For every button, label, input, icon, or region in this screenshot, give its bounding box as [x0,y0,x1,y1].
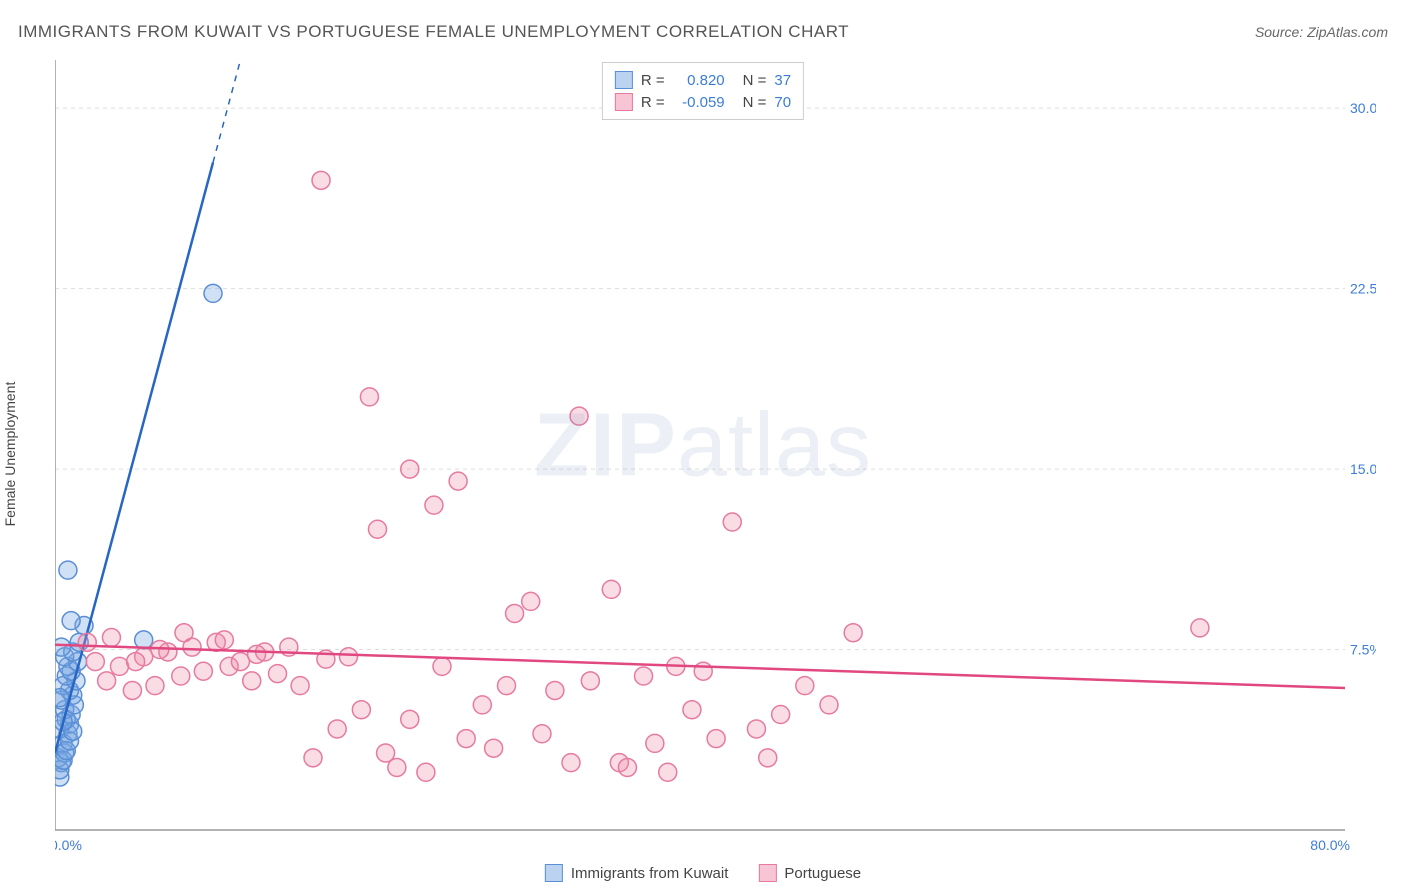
portuguese-point [86,653,104,671]
portuguese-point [646,734,664,752]
kuwait-point [59,561,77,579]
portuguese-point [360,388,378,406]
kuwait-point [62,612,80,630]
portuguese-point [231,653,249,671]
correlation-legend: R = 0.820 N = 37 R = -0.059 N = 70 [602,62,804,120]
portuguese-point [369,520,387,538]
portuguese-point [328,720,346,738]
portuguese-point [172,667,190,685]
portuguese-point [425,496,443,514]
portuguese-point [388,758,406,776]
portuguese-point [102,629,120,647]
portuguese-point [694,662,712,680]
portuguese-point [522,592,540,610]
kuwait-point [135,631,153,649]
r-label: R = [641,72,665,89]
portuguese-point [506,604,524,622]
portuguese-point [111,657,129,675]
portuguese-point [498,677,516,695]
kuwait-point [55,638,70,656]
portuguese-point [457,730,475,748]
r-label: R = [641,94,665,111]
portuguese-point [194,662,212,680]
legend-swatch [545,864,563,882]
series-legend: Immigrants from Kuwait Portuguese [545,864,861,882]
portuguese-point [796,677,814,695]
portuguese-point [747,720,765,738]
portuguese-point [304,749,322,767]
correlation-legend-row: R = -0.059 N = 70 [615,91,791,113]
chart-source: Source: ZipAtlas.com [1255,24,1388,40]
y-tick-label: 30.0% [1350,100,1376,116]
portuguese-point [635,667,653,685]
kuwait-point [55,689,69,707]
series-legend-label: Immigrants from Kuwait [571,865,729,882]
portuguese-point [533,725,551,743]
portuguese-point [659,763,677,781]
portuguese-point [844,624,862,642]
legend-swatch [615,71,633,89]
y-tick-label: 7.5% [1350,642,1376,658]
portuguese-point [215,631,233,649]
n-label: N = [743,72,767,89]
portuguese-point [269,665,287,683]
n-value: 37 [774,72,791,89]
portuguese-point [602,580,620,598]
portuguese-point [820,696,838,714]
scatter-chart: 7.5% 15.0% 22.5% 30.0% 0.0% 80.0% [55,60,1376,852]
kuwait-trendline-dashed [213,60,240,162]
portuguese-point [618,758,636,776]
portuguese-point [312,171,330,189]
portuguese-point [98,672,116,690]
portuguese-point [570,407,588,425]
portuguese-point [723,513,741,531]
portuguese-point [243,672,261,690]
y-tick-label: 22.5% [1350,281,1376,297]
n-value: 70 [774,94,791,111]
correlation-legend-row: R = 0.820 N = 37 [615,69,791,91]
portuguese-point [772,706,790,724]
y-axis-label: Female Unemployment [2,382,18,527]
kuwait-point [204,284,222,302]
series-legend-label: Portuguese [784,865,861,882]
portuguese-point [562,754,580,772]
portuguese-point [1191,619,1209,637]
portuguese-point [581,672,599,690]
portuguese-point [485,739,503,757]
portuguese-point [683,701,701,719]
portuguese-point [127,653,145,671]
x-tick-label: 0.0% [55,837,82,852]
portuguese-point [401,460,419,478]
portuguese-point [175,624,193,642]
legend-swatch [758,864,776,882]
portuguese-point [417,763,435,781]
portuguese-point [146,677,164,695]
portuguese-point [449,472,467,490]
portuguese-point [707,730,725,748]
portuguese-point [546,681,564,699]
portuguese-point [123,681,141,699]
series-legend-item: Portuguese [758,864,861,882]
portuguese-point [78,633,96,651]
portuguese-point [339,648,357,666]
n-label: N = [743,94,767,111]
r-value: 0.820 [673,72,725,89]
chart-header: IMMIGRANTS FROM KUWAIT VS PORTUGUESE FEM… [18,22,1388,42]
portuguese-point [433,657,451,675]
portuguese-point [352,701,370,719]
legend-swatch [615,93,633,111]
series-legend-item: Immigrants from Kuwait [545,864,729,882]
portuguese-point [401,710,419,728]
portuguese-point [248,645,266,663]
x-tick-label: 80.0% [1310,837,1350,852]
portuguese-point [473,696,491,714]
r-value: -0.059 [673,94,725,111]
portuguese-point [291,677,309,695]
portuguese-point [759,749,777,767]
y-tick-label: 15.0% [1350,461,1376,477]
chart-title: IMMIGRANTS FROM KUWAIT VS PORTUGUESE FEM… [18,22,849,42]
